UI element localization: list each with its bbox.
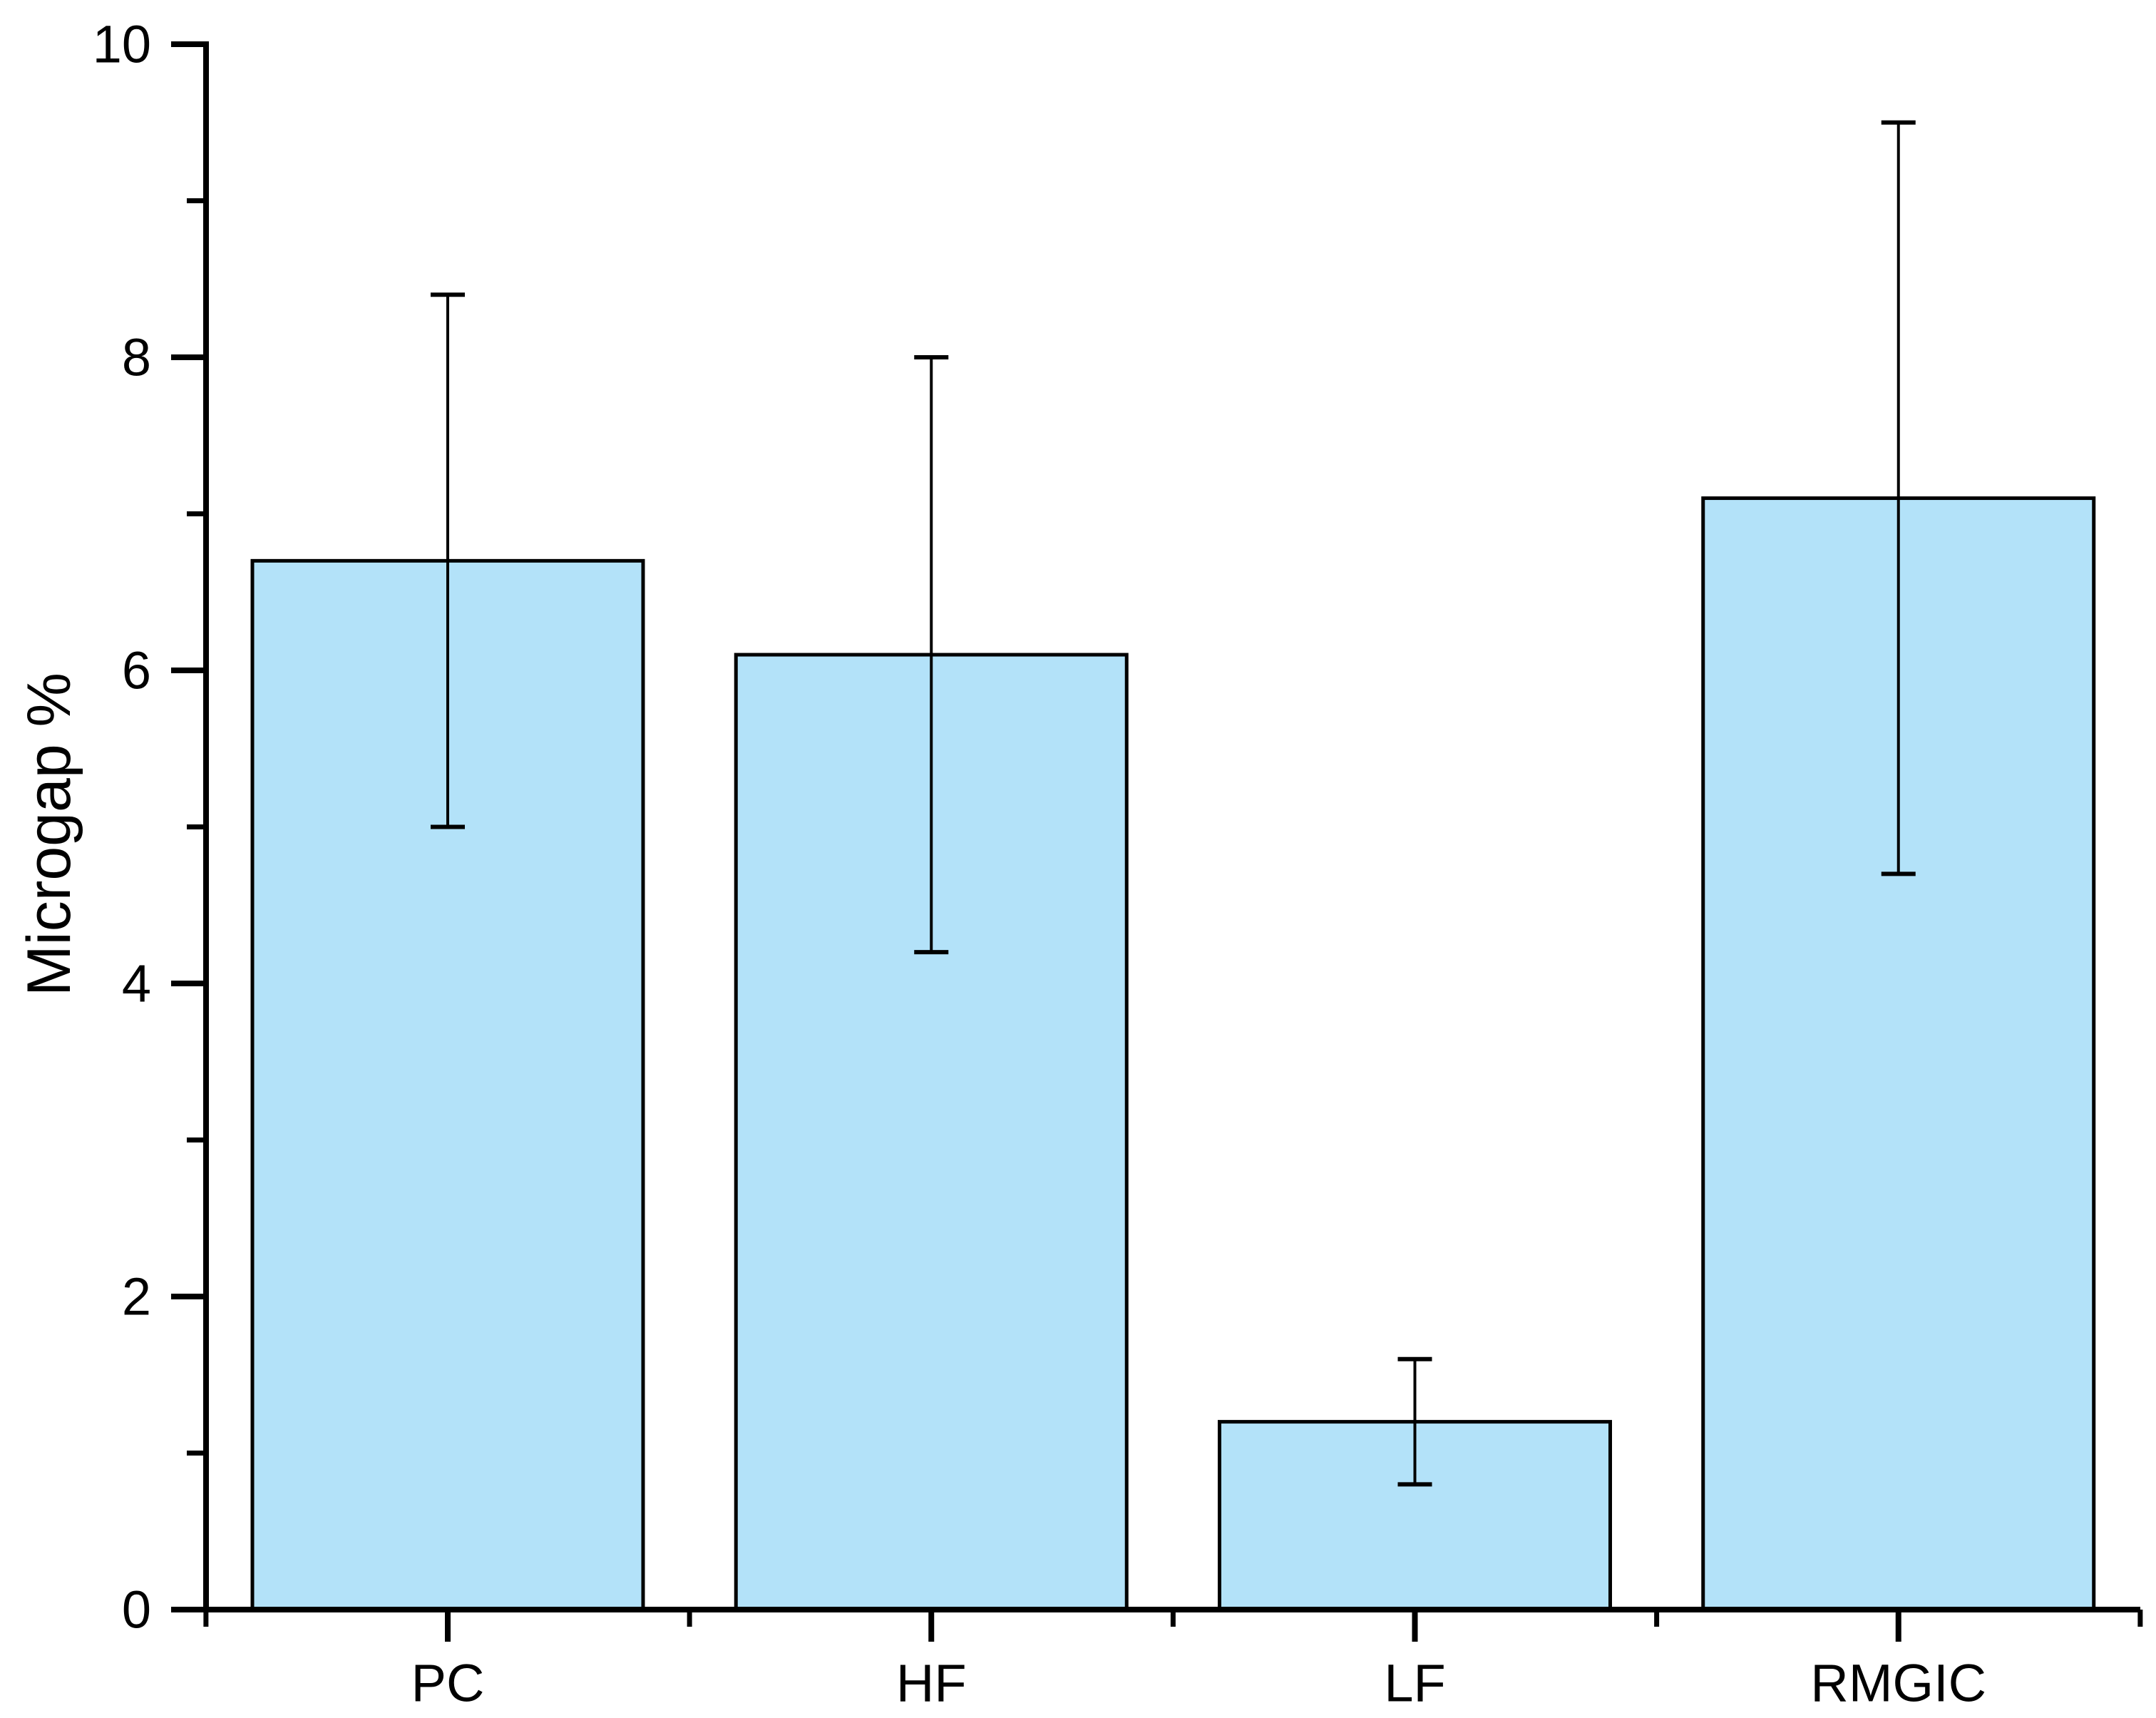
x-category-label-PC: PC <box>411 1654 485 1713</box>
y-tick-label-10: 10 <box>93 15 151 74</box>
y-tick-label-6: 6 <box>122 641 151 700</box>
x-category-label-HF: HF <box>896 1654 967 1713</box>
y-axis-title: Microgap % <box>15 673 83 996</box>
y-tick-label-8: 8 <box>122 328 151 387</box>
y-tick-label-0: 0 <box>122 1580 151 1640</box>
y-tick-label-4: 4 <box>122 954 151 1013</box>
x-category-label-LF: LF <box>1384 1654 1445 1713</box>
y-tick-label-2: 2 <box>122 1267 151 1326</box>
x-category-label-RMGIC: RMGIC <box>1810 1654 1986 1713</box>
